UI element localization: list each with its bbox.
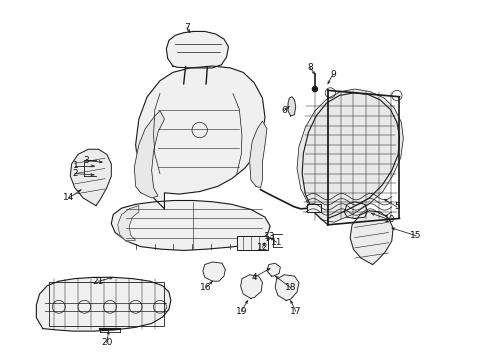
Text: 5: 5 [393, 202, 399, 211]
Text: 21: 21 [93, 277, 104, 286]
Text: 19: 19 [235, 307, 246, 316]
Text: 1: 1 [72, 161, 78, 170]
Polygon shape [344, 202, 366, 219]
Polygon shape [266, 263, 280, 276]
Polygon shape [249, 121, 266, 188]
Text: 12: 12 [256, 243, 267, 252]
Polygon shape [240, 275, 262, 298]
Polygon shape [70, 149, 111, 206]
Text: 16: 16 [200, 283, 211, 292]
Text: 6: 6 [281, 106, 286, 115]
Polygon shape [296, 89, 403, 222]
Text: 2: 2 [73, 169, 78, 178]
Text: 7: 7 [183, 23, 189, 32]
Text: 3: 3 [83, 156, 89, 165]
Text: 4: 4 [251, 273, 256, 282]
Text: 11: 11 [270, 238, 282, 247]
Text: 13: 13 [264, 233, 275, 242]
Polygon shape [287, 97, 295, 116]
Polygon shape [166, 31, 228, 68]
Polygon shape [36, 277, 170, 331]
Polygon shape [302, 93, 399, 225]
Polygon shape [275, 275, 298, 300]
Text: 18: 18 [285, 283, 296, 292]
Text: 17: 17 [289, 307, 301, 316]
Polygon shape [203, 262, 225, 281]
Polygon shape [349, 211, 392, 265]
Polygon shape [111, 201, 269, 251]
FancyBboxPatch shape [306, 204, 321, 212]
Text: 9: 9 [329, 70, 335, 79]
Polygon shape [118, 206, 139, 241]
Polygon shape [135, 66, 264, 209]
Polygon shape [134, 111, 164, 198]
Text: 10: 10 [383, 215, 394, 224]
Text: 15: 15 [409, 231, 421, 240]
Text: 8: 8 [306, 63, 312, 72]
Text: 14: 14 [63, 193, 75, 202]
Text: 20: 20 [101, 338, 112, 347]
Circle shape [312, 86, 317, 92]
FancyBboxPatch shape [236, 237, 267, 251]
